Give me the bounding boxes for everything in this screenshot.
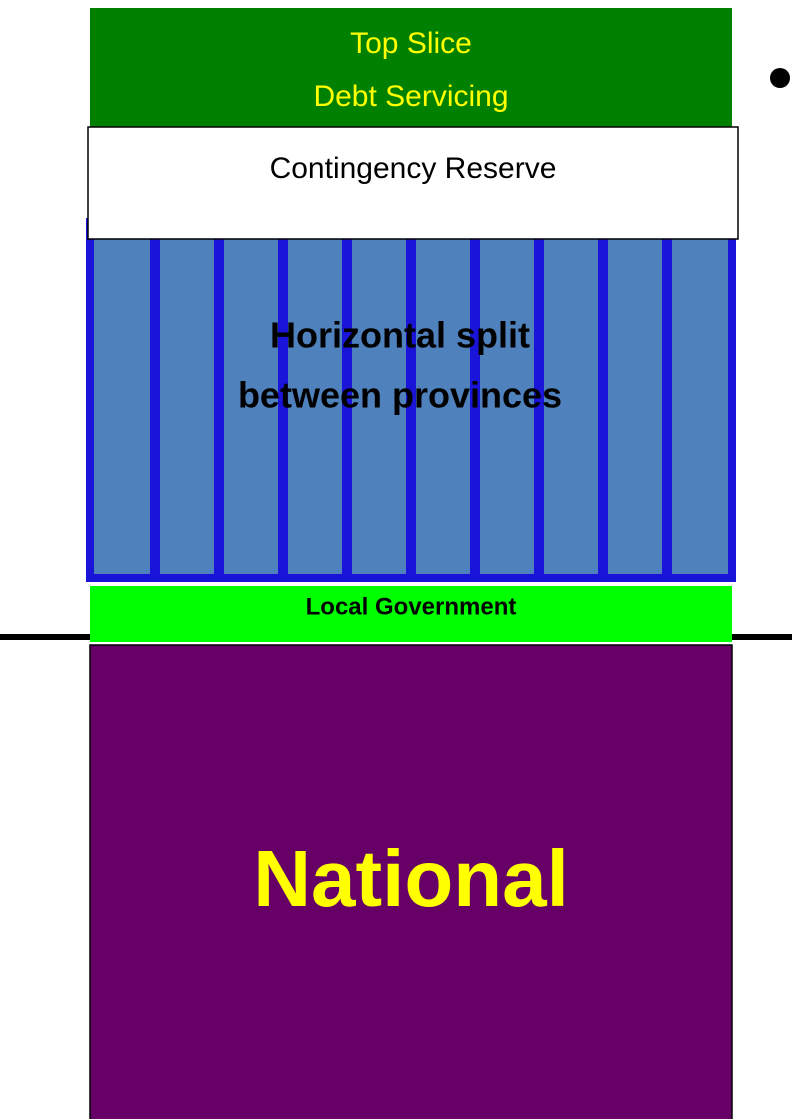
- local-government-block: [90, 586, 732, 642]
- province-stripes: [150, 222, 672, 578]
- provinces-label: Horizontal split: [270, 315, 530, 356]
- local-government-label: Local Government: [306, 593, 517, 620]
- provinces-label: between provinces: [238, 375, 562, 416]
- bullet: [770, 68, 790, 88]
- top-slice-block: [90, 8, 732, 128]
- national-block: [89, 644, 733, 1119]
- top-slice-label: Top Slice: [350, 27, 472, 60]
- contingency-label: Contingency Reserve: [270, 152, 557, 185]
- top-slice-label: Debt Servicing: [313, 80, 508, 113]
- contingency-block: [87, 126, 739, 240]
- national-label: National: [253, 834, 569, 923]
